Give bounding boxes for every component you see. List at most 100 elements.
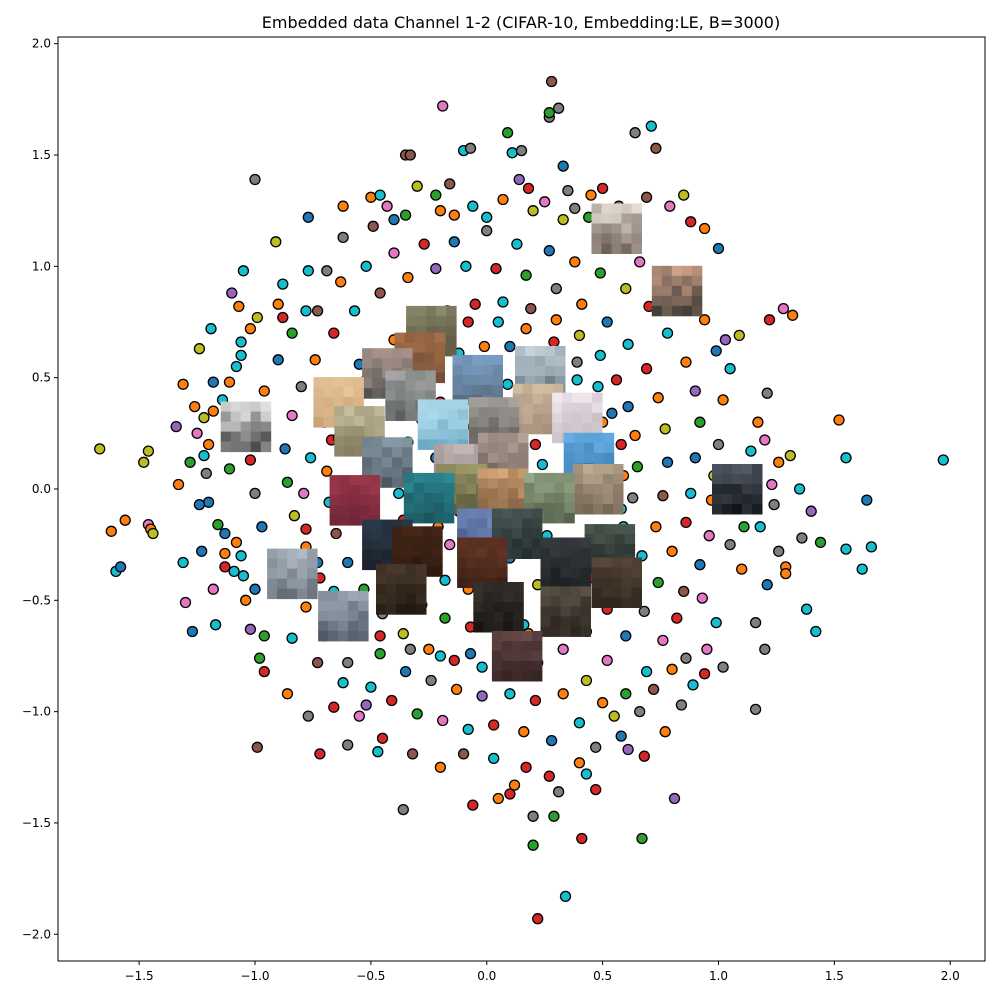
data-point — [580, 768, 593, 780]
data-point — [488, 752, 500, 765]
data-point — [506, 147, 518, 159]
data-point — [793, 483, 806, 495]
data-point — [840, 452, 852, 464]
data-point — [235, 550, 247, 562]
data-point — [522, 182, 535, 195]
data-point — [492, 316, 504, 328]
data-point — [650, 521, 662, 533]
data-point — [763, 314, 776, 326]
data-point — [710, 616, 722, 629]
data-point — [529, 694, 542, 707]
data-point — [328, 327, 340, 339]
data-point — [237, 570, 250, 582]
data-point — [638, 605, 650, 618]
data-point — [659, 423, 671, 435]
y-tick-label: 1.5 — [32, 148, 51, 162]
data-point — [270, 236, 282, 248]
data-point — [557, 213, 569, 226]
data-point — [434, 205, 447, 217]
data-point — [520, 269, 532, 281]
data-point — [437, 100, 449, 112]
data-point — [397, 803, 409, 816]
data-point — [321, 265, 333, 277]
data-point — [504, 788, 516, 800]
data-point — [543, 770, 555, 782]
x-tick-label: 1.5 — [825, 969, 844, 983]
data-point — [545, 75, 558, 88]
data-point — [277, 311, 289, 324]
data-point — [504, 688, 516, 700]
data-point — [497, 296, 509, 308]
data-point — [219, 561, 231, 573]
data-point — [481, 211, 493, 223]
x-tick-label: 1.0 — [709, 969, 728, 983]
data-point — [374, 630, 386, 642]
data-point — [594, 267, 606, 279]
data-point — [94, 443, 106, 455]
y-tick-label: −1.5 — [22, 816, 51, 830]
data-point — [550, 314, 562, 326]
x-tick-label: −1.0 — [240, 969, 269, 983]
data-point — [444, 178, 456, 190]
data-point — [814, 536, 827, 549]
data-point — [573, 717, 586, 729]
data-point — [678, 585, 690, 598]
data-point — [856, 563, 868, 575]
data-point — [460, 260, 472, 272]
data-point — [179, 596, 192, 609]
image-thumbnail — [540, 586, 591, 637]
data-point — [142, 445, 155, 457]
data-point — [501, 127, 514, 139]
data-point — [328, 701, 340, 713]
data-point — [687, 679, 699, 691]
data-point — [749, 703, 762, 716]
data-point — [545, 734, 558, 747]
data-point — [448, 209, 460, 221]
data-point — [186, 625, 199, 638]
data-point — [675, 699, 688, 711]
data-point — [504, 340, 516, 353]
data-point — [678, 189, 690, 201]
data-point — [219, 527, 231, 540]
data-point — [657, 490, 669, 502]
data-point — [615, 730, 627, 742]
data-point — [105, 525, 117, 537]
data-point — [497, 193, 509, 206]
data-point — [698, 222, 711, 235]
data-point — [189, 400, 201, 413]
data-point — [777, 302, 790, 315]
data-point — [281, 476, 294, 488]
y-tick-label: 0.0 — [32, 482, 51, 496]
data-point — [585, 189, 597, 201]
data-point — [810, 625, 822, 638]
data-point — [223, 376, 236, 388]
data-point — [437, 714, 449, 727]
data-point — [444, 538, 456, 551]
data-point — [235, 336, 247, 348]
data-point — [664, 200, 676, 212]
data-point — [773, 545, 785, 557]
image-thumbnail — [329, 475, 381, 526]
data-point — [272, 354, 284, 366]
data-point — [861, 494, 873, 506]
data-point — [552, 786, 565, 798]
data-point — [309, 354, 321, 366]
data-point — [119, 514, 131, 526]
data-point — [492, 792, 504, 805]
image-thumbnail — [591, 203, 642, 254]
data-point — [759, 643, 771, 655]
data-point — [661, 327, 674, 339]
data-point — [209, 619, 222, 631]
plot-frame — [57, 36, 986, 962]
data-point — [342, 739, 354, 751]
data-point — [237, 265, 250, 277]
data-point — [527, 810, 539, 822]
data-point — [576, 832, 588, 845]
data-point — [302, 710, 314, 722]
data-point — [596, 182, 609, 195]
data-point — [840, 543, 852, 555]
data-point — [733, 329, 745, 342]
data-point — [671, 612, 683, 624]
x-tick-label: −0.5 — [356, 969, 385, 983]
data-point — [450, 683, 463, 696]
